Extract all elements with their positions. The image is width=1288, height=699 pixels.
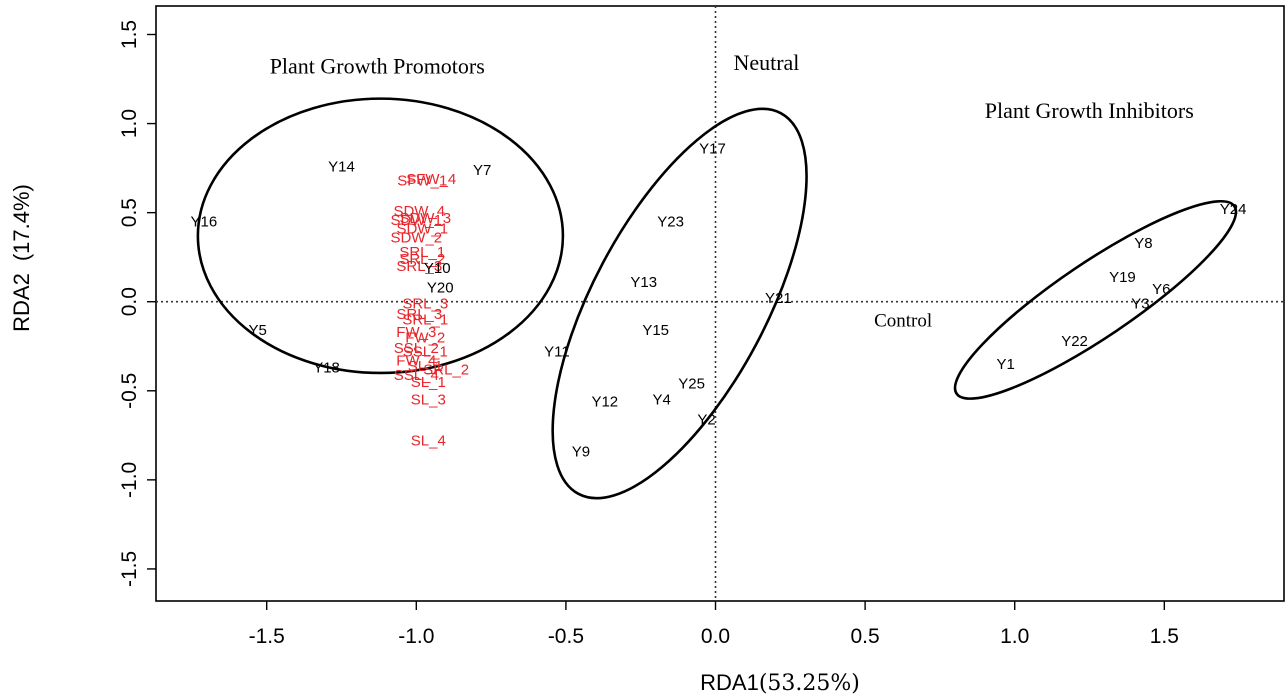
variable-label: SFW_4 xyxy=(406,171,456,188)
site-label: Y12 xyxy=(591,393,618,410)
y-tick-label: -1.5 xyxy=(118,551,141,587)
site-label: Y25 xyxy=(678,376,705,393)
x-axis-title: RDA1(53.25%) xyxy=(700,670,860,696)
variable-label: SL_3 xyxy=(411,392,446,409)
site-label: Y4 xyxy=(652,392,670,409)
group-ellipse xyxy=(551,107,808,500)
site-label: Y11 xyxy=(544,344,570,361)
site-label: Y16 xyxy=(191,214,218,231)
variable-label: SRL_2 xyxy=(399,251,445,268)
x-tick-label: 1.0 xyxy=(1000,625,1029,648)
x-tick-label: 1.5 xyxy=(1150,625,1179,648)
variable-label: SDW_1 xyxy=(390,212,442,229)
site-label: Y6 xyxy=(1152,281,1170,298)
variable-label: SSL_1 xyxy=(403,344,448,361)
y-tick-label: -1.0 xyxy=(118,462,141,498)
site-label: Y5 xyxy=(249,322,267,339)
site-label: Y23 xyxy=(657,214,684,231)
plot-layer: -1.5 -1.0 -0.5 0.0 0.5 1.0 1.5 -1.5 -1.0 -0.5 0.0 0… xyxy=(118,5,1285,648)
variable-label: SRL_3 xyxy=(402,296,448,313)
variable-label: SRL_3 xyxy=(396,306,442,323)
group-ellipse xyxy=(953,199,1238,400)
site-label: Y10 xyxy=(424,260,451,277)
variable-label: SFW_1 xyxy=(397,173,447,190)
variable-label: SDW_2 xyxy=(390,230,442,247)
variable-label: FW_3 xyxy=(396,324,436,341)
x-tick-label: -1.0 xyxy=(398,625,434,648)
annotation-label: Neutral xyxy=(733,50,799,75)
y-tick-label: -0.5 xyxy=(118,373,141,409)
variable-label: SRL_1 xyxy=(399,244,445,261)
x-tick-label: 0.5 xyxy=(851,625,880,648)
variable-label: SL_1 xyxy=(408,358,443,375)
x-axis-percent: (53.25%) xyxy=(759,671,860,696)
y-tick-label: 0.5 xyxy=(118,198,141,227)
site-label: Y2 xyxy=(697,411,715,428)
variable-label: FW_4 xyxy=(396,353,436,370)
variable-label: FW_2 xyxy=(405,329,445,346)
x-tick-label: -0.5 xyxy=(548,625,584,648)
site-label: Y8 xyxy=(1134,235,1152,252)
y-axis-name: RDA2 xyxy=(9,273,34,332)
variable-label: SSL_2 xyxy=(394,340,439,357)
site-label: Y3 xyxy=(1131,296,1149,313)
site-label: Y18 xyxy=(313,360,340,377)
variable-label: SRL_2 xyxy=(423,361,469,378)
annotation-label: Plant Growth Inhibitors xyxy=(985,98,1194,123)
annotation-label: Plant Growth Promotors xyxy=(270,54,485,79)
site-label: Y20 xyxy=(427,279,454,296)
y-axis-title: RDA2 (17.4%) xyxy=(9,184,34,332)
variable-label: SDW_4 xyxy=(393,203,445,220)
site-label: Y17 xyxy=(699,141,726,158)
site-label: Y1 xyxy=(997,356,1015,373)
variable-label: SRL_1 xyxy=(402,312,448,329)
site-label: Y22 xyxy=(1061,333,1088,350)
x-axis-name: RDA1 xyxy=(700,670,759,695)
variable-label: SDW_1 xyxy=(396,221,448,238)
site-label: Y9 xyxy=(572,443,590,460)
variable-label: SSL_4 xyxy=(394,367,439,384)
y-tick-label: 1.0 xyxy=(118,109,141,138)
variable-label: SL_1 xyxy=(411,374,446,391)
plot-frame xyxy=(155,5,1285,602)
y-tick-label: 0.0 xyxy=(118,287,141,316)
site-label: Y15 xyxy=(642,322,669,339)
site-label: Y24 xyxy=(1220,201,1247,218)
variable-label: SL_4 xyxy=(411,433,446,450)
y-tick-label: 1.5 xyxy=(118,20,141,49)
variable-label: SDW_3 xyxy=(399,210,451,227)
x-tick-label: -1.5 xyxy=(249,625,285,648)
site-label: Y13 xyxy=(630,274,657,291)
site-label: Y21 xyxy=(765,290,792,307)
site-label: Y14 xyxy=(328,158,355,175)
x-tick-label: 0.0 xyxy=(701,625,730,648)
group-ellipse xyxy=(196,97,565,375)
site-label: Y19 xyxy=(1109,269,1136,286)
annotation-label: Control xyxy=(874,311,932,332)
variable-label: SRL_3 xyxy=(396,258,442,275)
y-axis-percent: (17.4%) xyxy=(9,184,34,261)
site-label: Y7 xyxy=(473,162,491,179)
